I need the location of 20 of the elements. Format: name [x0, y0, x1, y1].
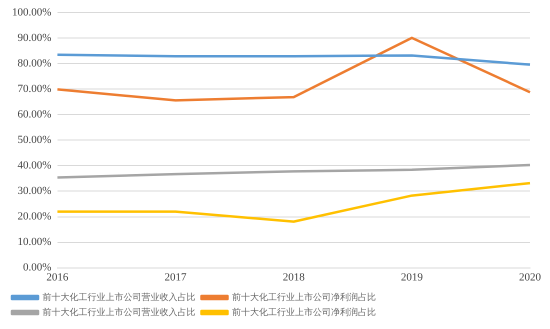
x-tick-label: 2017 [164, 271, 188, 284]
legend-label: 前十大化工行业上市公司营业收入占比 [42, 306, 196, 318]
y-tick-label: 100.00% [12, 6, 52, 18]
legend-label: 前十大化工行业上市公司净利润占比 [232, 292, 376, 303]
y-tick-label: 80.00% [17, 58, 52, 70]
y-tick-label: 0.00% [22, 262, 52, 274]
y-tick-label: 50.00% [17, 134, 52, 146]
y-tick-label: 40.00% [17, 160, 52, 172]
x-tick-label: 2019 [400, 271, 424, 284]
y-tick-label: 20.00% [17, 210, 52, 223]
y-tick-label: 90.00% [17, 32, 52, 44]
y-tick-label: 10.00% [17, 236, 52, 248]
x-tick-label: 2016 [46, 271, 69, 284]
x-tick-label: 2020 [519, 271, 542, 284]
legend-label: 前十大化工行业上市公司净利润占比 [232, 306, 376, 318]
legend-label: 前十大化工行业上市公司营业收入占比 [42, 292, 196, 303]
x-tick-label: 2018 [282, 271, 306, 284]
y-tick-label: 30.00% [17, 185, 52, 198]
y-tick-label: 60.00% [17, 108, 52, 121]
y-tick-label: 70.00% [17, 83, 52, 96]
